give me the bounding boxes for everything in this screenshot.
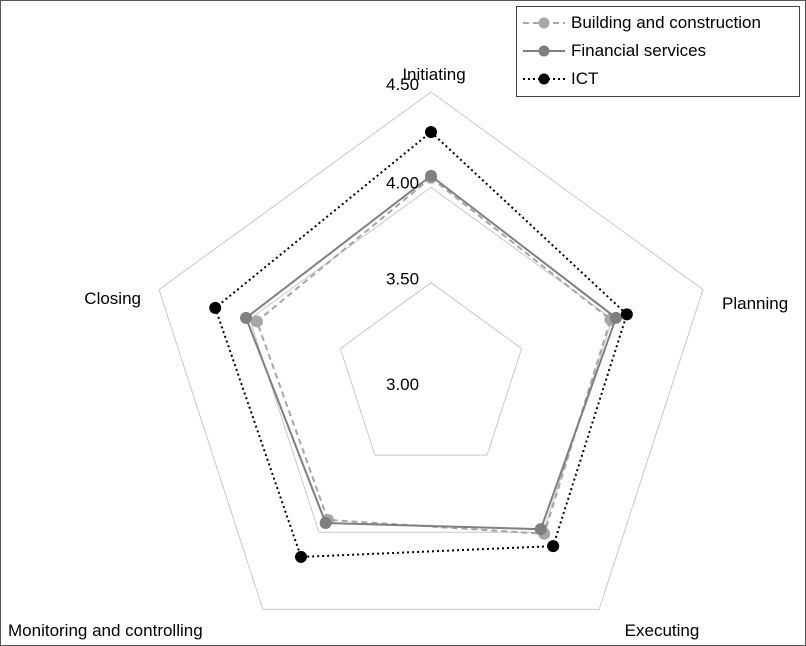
legend-marker-2 — [523, 73, 565, 85]
axis-labels: Initiating Planning Executing Monitoring an… — [8, 65, 788, 640]
radial-tick-labels: 3.00 3.50 4.00 4.50 — [386, 75, 419, 394]
tick-label-1: 3.50 — [386, 270, 419, 289]
legend: Building and construction Financial serv… — [516, 6, 800, 97]
series-line-2 — [214, 130, 628, 558]
series-line-1 — [244, 174, 618, 531]
tick-label-3: 4.50 — [386, 75, 419, 94]
axis-label-2: Executing — [625, 621, 700, 640]
series-2-point-0 — [425, 126, 437, 139]
series-0 — [250, 171, 617, 540]
legend-label-0: Building and construction — [571, 13, 761, 32]
series-1 — [240, 169, 622, 536]
grid-ring-2 — [158, 91, 704, 610]
series-1-point-4 — [240, 311, 253, 324]
legend-item-1: Financial services — [521, 39, 706, 63]
radar-series — [209, 126, 633, 563]
series-1-point-1 — [609, 311, 622, 324]
axis-label-3: Monitoring and controlling — [8, 621, 203, 640]
series-1-point-2 — [534, 523, 547, 536]
series-1-point-0 — [425, 169, 437, 182]
series-2 — [209, 126, 633, 563]
tick-label-2: 4.00 — [386, 173, 419, 192]
legend-label-2: ICT — [571, 69, 599, 88]
axis-label-4: Closing — [84, 289, 141, 308]
radar-grid — [158, 91, 704, 610]
series-2-point-1 — [620, 308, 633, 321]
legend-marker-1 — [523, 45, 565, 57]
legend-label-1: Financial services — [571, 41, 707, 60]
axis-label-0: Initiating — [402, 65, 465, 84]
legend-item-2: ICT — [521, 67, 598, 91]
tick-label-0: 3.00 — [386, 375, 419, 394]
series-2-point-2 — [547, 540, 560, 553]
series-2-point-3 — [294, 550, 307, 563]
series-1-point-3 — [319, 516, 332, 529]
series-0-point-4 — [250, 315, 263, 328]
grid-ring-0 — [339, 282, 523, 456]
axis-label-1: Planning — [722, 294, 788, 313]
legend-marker-0 — [523, 17, 565, 29]
legend-item-0: Building and construction — [521, 11, 761, 35]
series-2-point-4 — [209, 301, 222, 314]
